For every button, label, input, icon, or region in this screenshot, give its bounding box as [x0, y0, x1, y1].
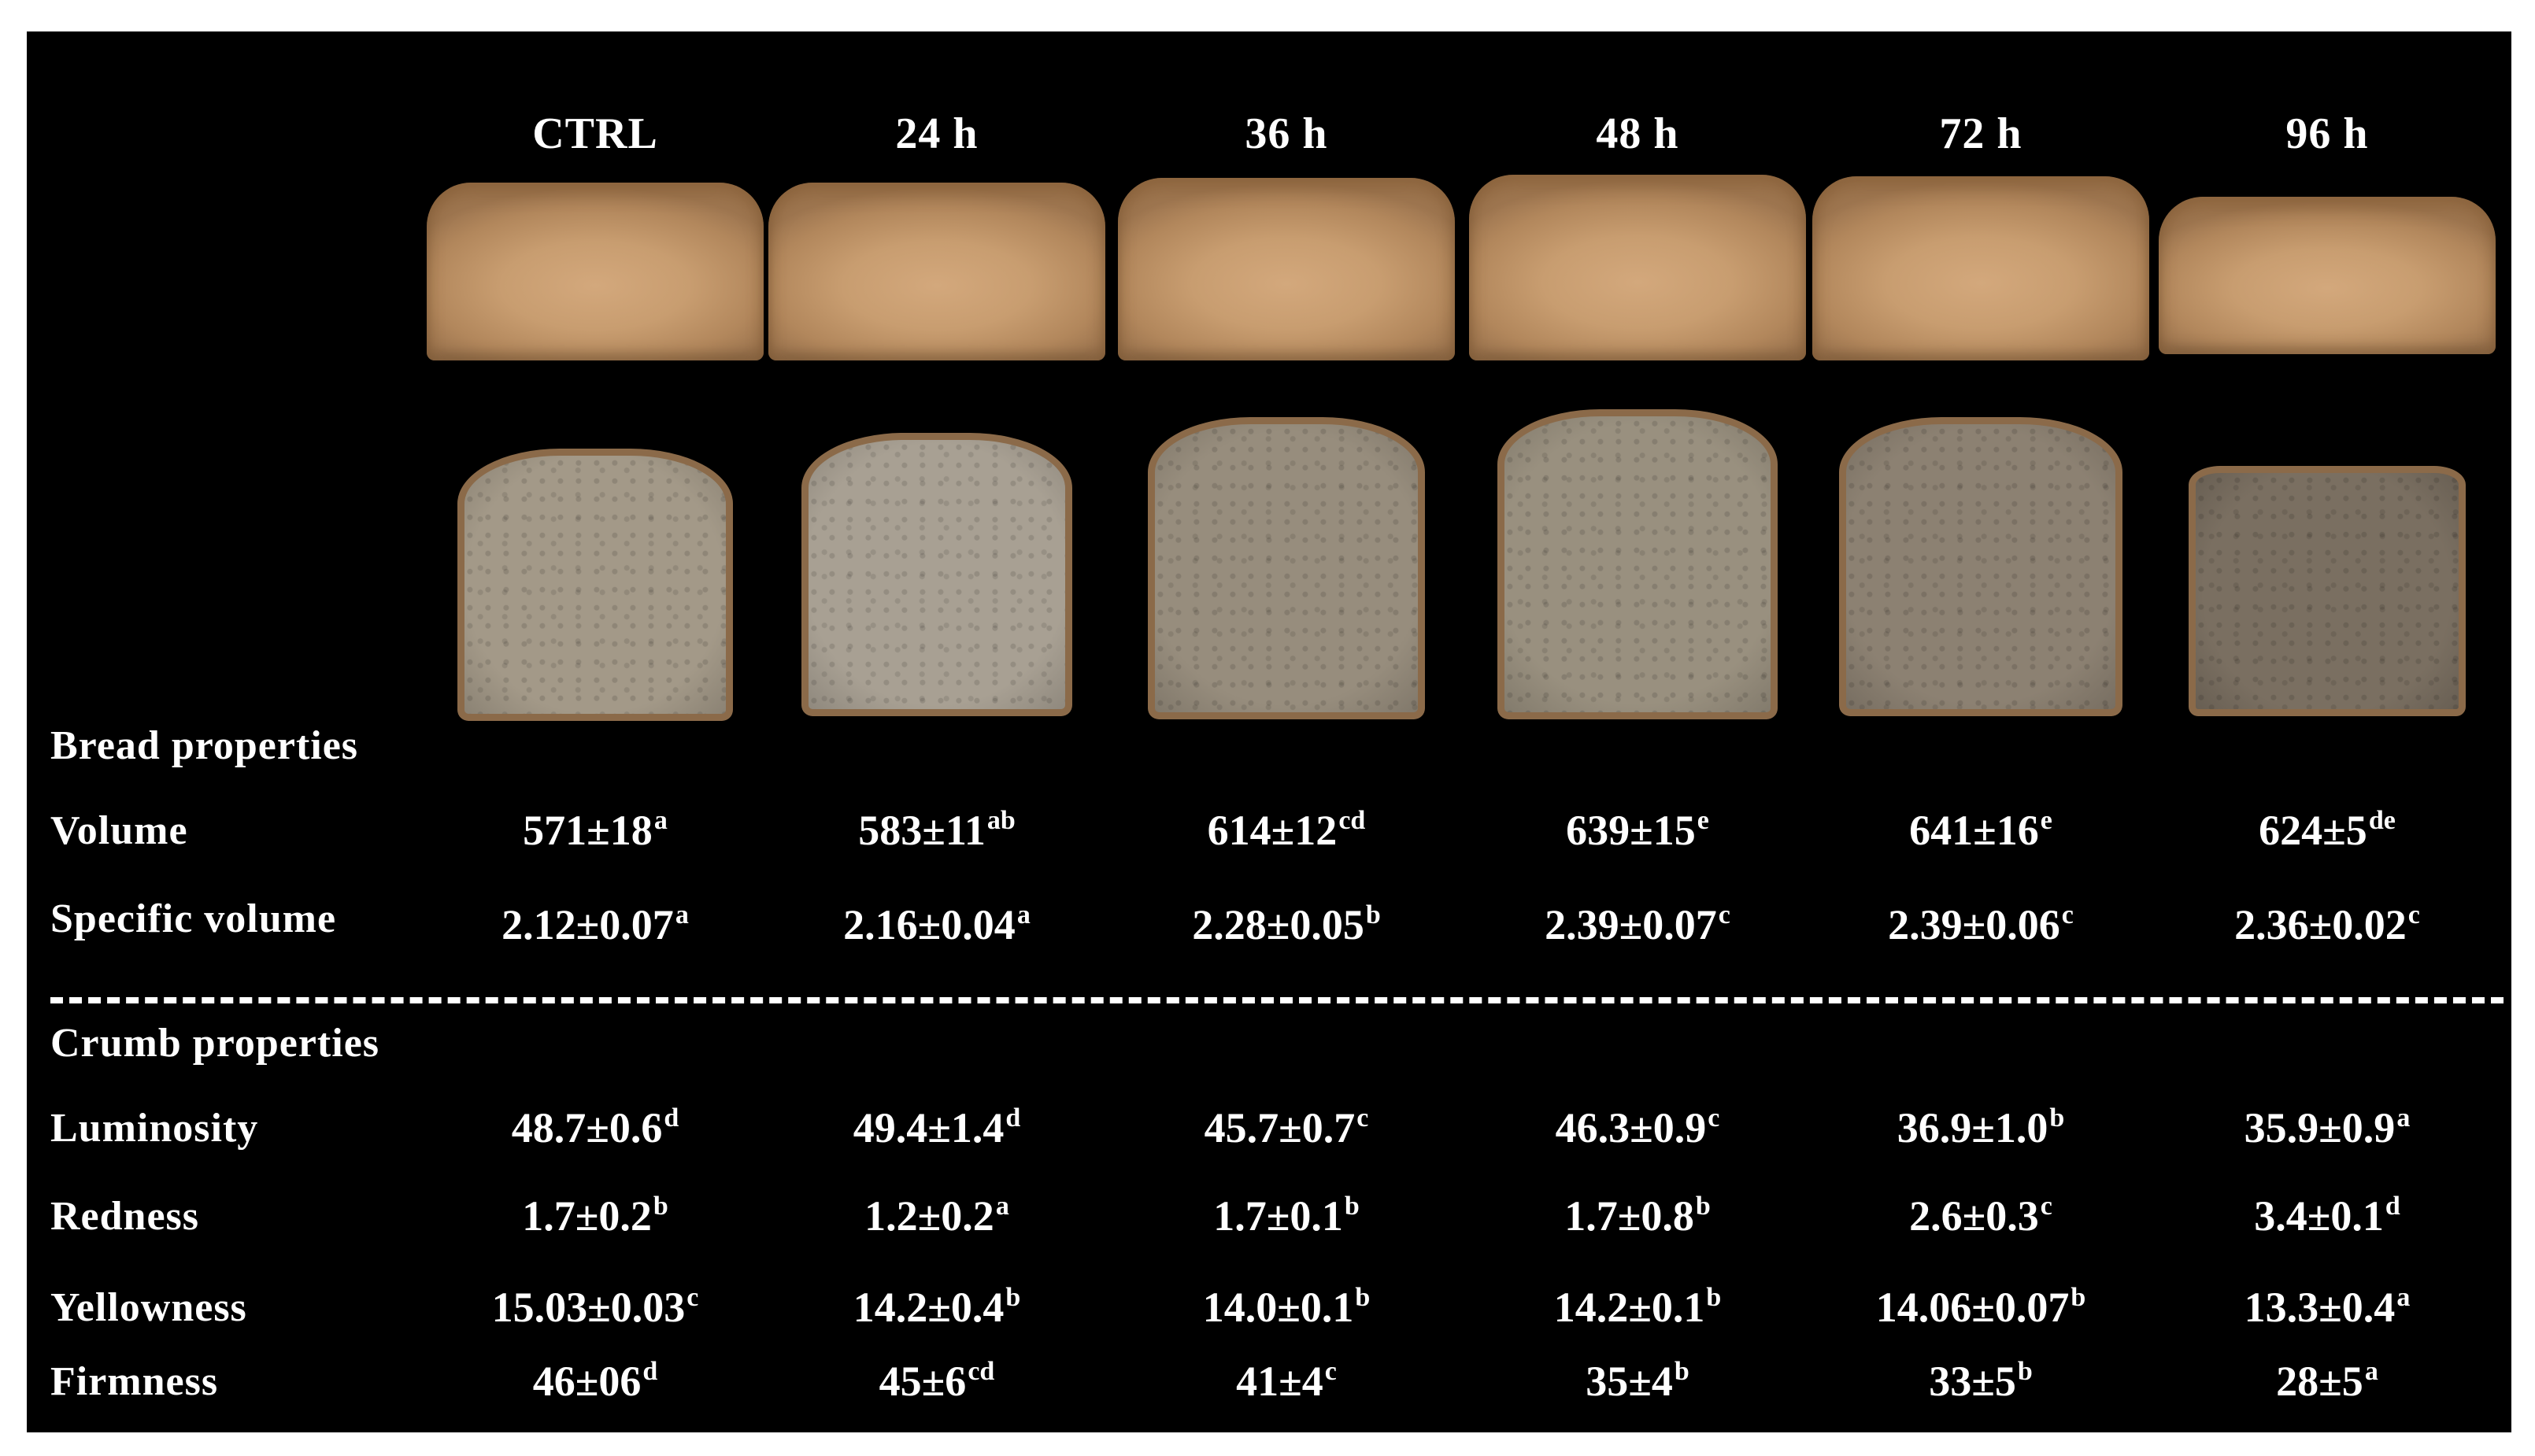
cell-volume-96h: 624±5de — [2259, 806, 2396, 854]
cell-firmness-24h: 45±6cd — [879, 1357, 995, 1405]
crumb-photo-48h — [1497, 409, 1778, 719]
crumb-photo-36h — [1148, 417, 1425, 719]
section-heading-bread: Bread properties — [50, 723, 359, 768]
column-header-ctrl: CTRL — [532, 109, 658, 158]
loaf-photo-ctrl — [427, 183, 764, 360]
row-label-volume: Volume — [50, 808, 188, 853]
cell-volume-72h: 641±16e — [1909, 806, 2052, 854]
row-label-yellowness: Yellowness — [50, 1285, 247, 1330]
cell-firmness-36h: 41±4c — [1236, 1357, 1337, 1405]
section-heading-crumb: Crumb properties — [50, 1021, 380, 1066]
cell-specific-volume-72h: 2.39±0.06c — [1888, 900, 2074, 948]
loaf-photo-24h — [768, 183, 1105, 360]
cell-luminosity-72h: 36.9±1.0b — [1897, 1103, 2065, 1151]
cell-specific-volume-48h: 2.39±0.07c — [1545, 900, 1730, 948]
cell-specific-volume-24h: 2.16±0.04a — [843, 900, 1031, 948]
cell-redness-ctrl: 1.7±0.2b — [522, 1192, 668, 1240]
bread-figure-panel: CTRL 24 h 36 h 48 h 72 h 96 h Bread prop… — [27, 31, 2511, 1432]
cell-specific-volume-96h: 2.36±0.02c — [2234, 900, 2420, 948]
cell-volume-48h: 639±15e — [1566, 806, 1709, 854]
cell-firmness-ctrl: 46±06d — [532, 1357, 658, 1405]
cell-volume-36h: 614±12cd — [1207, 806, 1366, 854]
cell-firmness-72h: 33±5b — [1929, 1357, 2033, 1405]
cell-redness-24h: 1.2±0.2a — [864, 1192, 1009, 1240]
cell-specific-volume-36h: 2.28±0.05b — [1192, 900, 1381, 948]
crumb-photo-72h — [1839, 417, 2122, 716]
row-label-firmness: Firmness — [50, 1359, 219, 1404]
cell-specific-volume-ctrl: 2.12±0.07a — [501, 900, 689, 948]
cell-yellowness-72h: 14.06±0.07b — [1875, 1283, 2086, 1331]
row-label-luminosity: Luminosity — [50, 1106, 259, 1151]
column-header-72h: 72 h — [1939, 109, 2022, 158]
column-header-48h: 48 h — [1596, 109, 1679, 158]
cell-redness-48h: 1.7±0.8b — [1564, 1192, 1711, 1240]
cell-luminosity-24h: 49.4±1.4d — [853, 1103, 1021, 1151]
row-label-specific-volume: Specific volume — [50, 896, 337, 941]
section-divider — [50, 997, 2504, 1003]
crumb-photo-96h — [2189, 466, 2466, 716]
loaf-photo-36h — [1118, 178, 1455, 360]
cell-luminosity-ctrl: 48.7±0.6d — [511, 1103, 679, 1151]
cell-redness-36h: 1.7±0.1b — [1213, 1192, 1360, 1240]
cell-yellowness-96h: 13.3±0.4a — [2244, 1283, 2411, 1331]
loaf-photo-48h — [1469, 175, 1806, 360]
column-header-36h: 36 h — [1245, 109, 1328, 158]
column-header-96h: 96 h — [2285, 109, 2369, 158]
cell-redness-96h: 3.4±0.1d — [2254, 1192, 2400, 1240]
cell-luminosity-96h: 35.9±0.9a — [2244, 1103, 2411, 1151]
cell-yellowness-ctrl: 15.03±0.03c — [491, 1283, 699, 1331]
cell-yellowness-48h: 14.2±0.1b — [1553, 1283, 1722, 1331]
cell-volume-24h: 583±11ab — [858, 806, 1016, 854]
row-label-redness: Redness — [50, 1194, 200, 1239]
cell-luminosity-48h: 46.3±0.9c — [1555, 1103, 1720, 1151]
loaf-photo-72h — [1812, 176, 2149, 360]
cell-firmness-48h: 35±4b — [1586, 1357, 1689, 1405]
cell-luminosity-36h: 45.7±0.7c — [1204, 1103, 1369, 1151]
cell-yellowness-36h: 14.0±0.1b — [1202, 1283, 1371, 1331]
cell-redness-72h: 2.6±0.3c — [1909, 1192, 2052, 1240]
column-header-24h: 24 h — [895, 109, 979, 158]
cell-volume-ctrl: 571±18a — [523, 806, 668, 854]
loaf-photo-96h — [2159, 197, 2496, 354]
crumb-photo-ctrl — [457, 449, 733, 721]
cell-yellowness-24h: 14.2±0.4b — [853, 1283, 1021, 1331]
cell-firmness-96h: 28±5a — [2276, 1357, 2378, 1405]
crumb-photo-24h — [801, 433, 1072, 716]
